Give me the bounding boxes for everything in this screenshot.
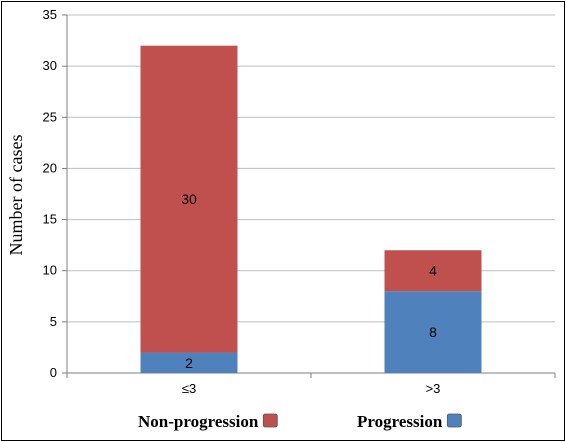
x-tick-label: ≤3 [182, 381, 196, 396]
x-axis: ≤3 >3 [66, 372, 556, 396]
y-tick-label: 25 [43, 109, 57, 124]
legend-label: Progression [357, 412, 443, 431]
data-labels: 2 30 8 4 [181, 191, 437, 371]
bar-progression-2 [384, 291, 482, 373]
data-label: 2 [185, 355, 193, 371]
y-axis-label: Number of cases [6, 135, 26, 256]
y-tick-label: 30 [43, 58, 57, 73]
bar-non-progression-1 [140, 45, 238, 353]
legend-label: Non-progression [138, 412, 259, 431]
bar-non-progression-2 [384, 250, 482, 292]
gridlines [67, 14, 555, 323]
data-label: 8 [429, 324, 437, 340]
y-axis: 0 5 10 15 20 25 30 35 [43, 7, 68, 380]
legend: Non-progression Progression [138, 412, 462, 431]
legend-swatch-non-progression [262, 413, 278, 428]
bars [140, 45, 482, 373]
y-tick-label: 15 [43, 212, 57, 227]
data-label: 4 [429, 263, 437, 279]
x-tick-label: >3 [426, 381, 441, 396]
y-tick-label: 10 [43, 263, 57, 278]
y-tick-label: 35 [43, 7, 57, 22]
y-tick-label: 20 [43, 160, 57, 175]
y-tick-label: 0 [50, 365, 57, 380]
legend-swatch-progression [446, 413, 462, 428]
bar-progression-1 [140, 352, 238, 373]
y-tick-label: 5 [50, 314, 57, 329]
data-label: 30 [181, 191, 197, 207]
